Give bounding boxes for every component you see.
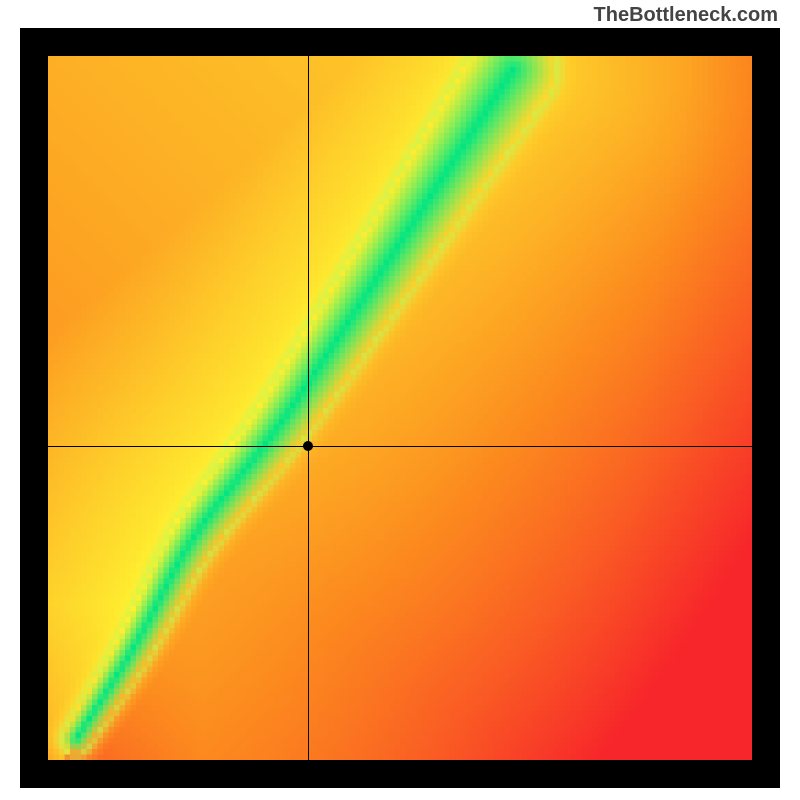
crosshair-horizontal [48, 446, 752, 447]
heatmap-canvas [48, 56, 752, 760]
watermark-text: TheBottleneck.com [594, 4, 778, 27]
crosshair-vertical [308, 56, 309, 760]
chart-frame [20, 28, 780, 788]
